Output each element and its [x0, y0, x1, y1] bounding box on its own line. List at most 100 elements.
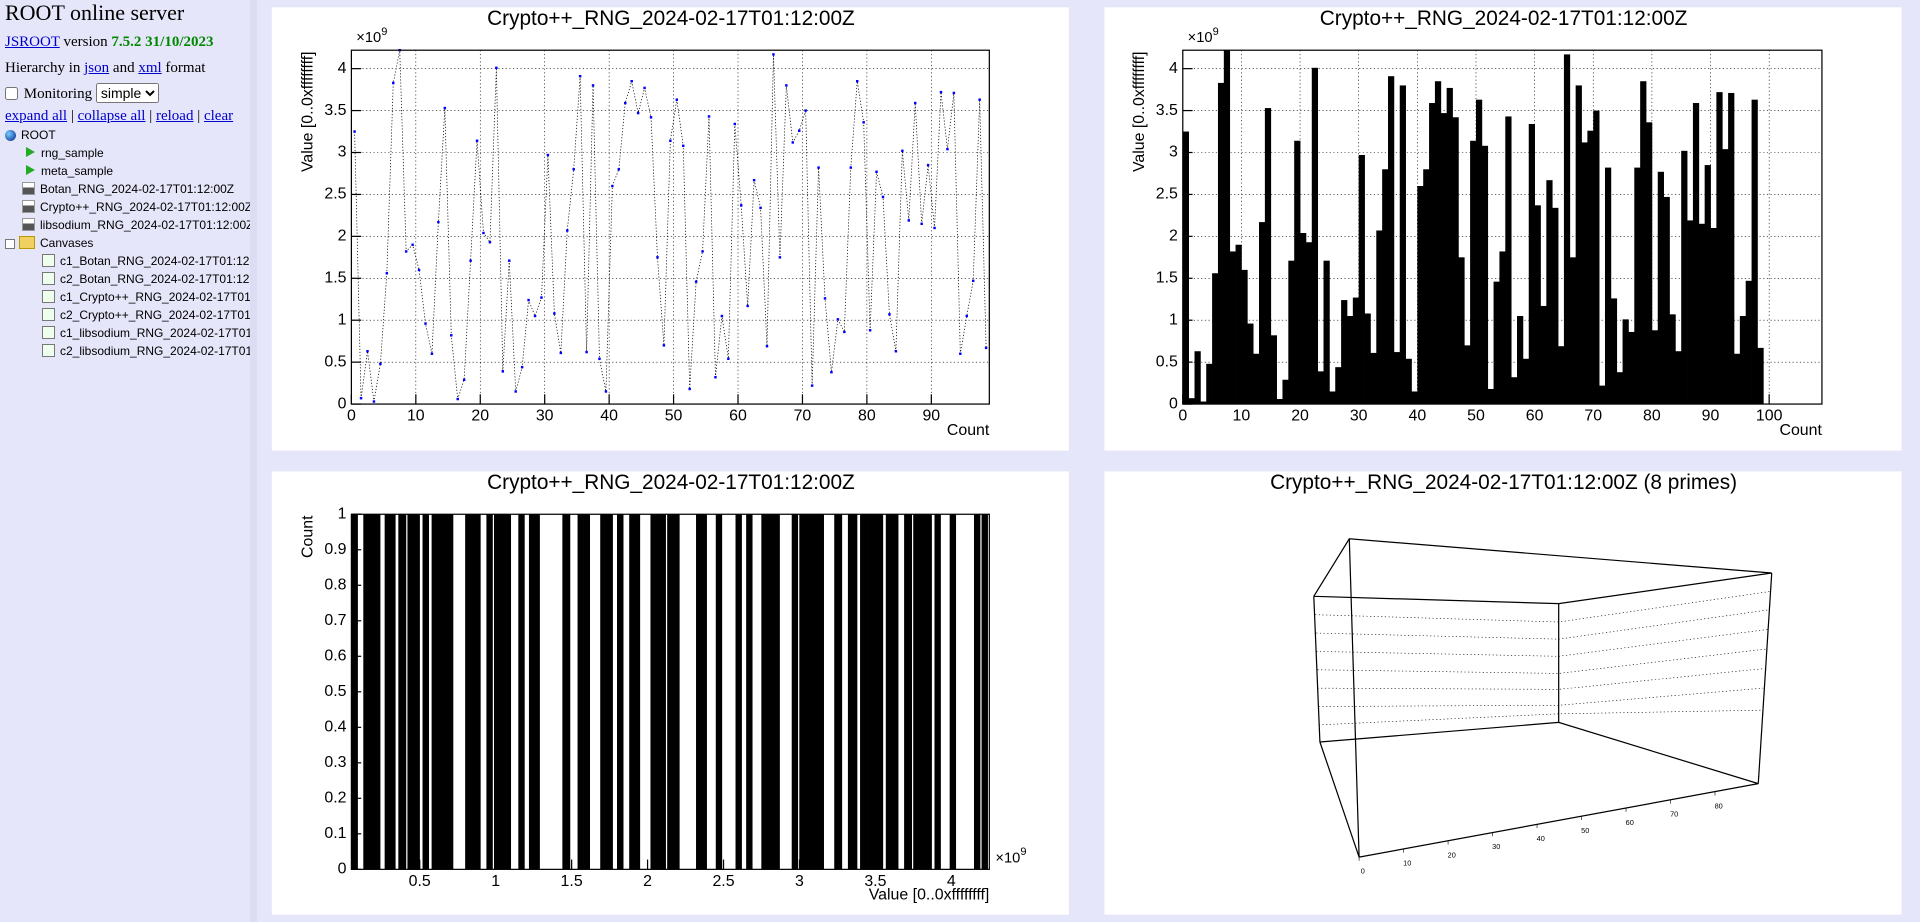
y-tick-label: 0.8 — [324, 576, 346, 593]
bar — [1206, 363, 1213, 405]
bar — [1217, 82, 1225, 405]
tree-item[interactable]: c2_Crypto++_RNG_2024-02-17T01:12:00Z — [42, 308, 250, 322]
xml-link[interactable]: xml — [138, 60, 162, 76]
bar — [1698, 223, 1706, 405]
expand-all[interactable]: expand all — [5, 108, 68, 124]
bar — [1358, 155, 1365, 405]
monitoring-checkbox[interactable] — [5, 87, 18, 100]
bar — [1440, 113, 1448, 405]
bar — [746, 514, 753, 870]
bar — [351, 514, 358, 870]
bar — [1282, 379, 1289, 405]
bar — [1317, 371, 1324, 405]
bar — [700, 514, 707, 870]
version-label: version — [63, 34, 108, 50]
data-point — [456, 397, 459, 401]
bar — [1405, 358, 1412, 405]
json-link[interactable]: json — [84, 60, 110, 76]
y-tick-label: 3 — [338, 144, 347, 161]
bar — [1534, 205, 1541, 405]
monitoring-select[interactable]: simple — [95, 83, 159, 103]
plot-frame — [350, 513, 990, 870]
data-point — [514, 390, 517, 393]
y-tick-label: 0 — [338, 861, 347, 878]
bar — [1335, 367, 1342, 405]
tree-item[interactable]: rng_sample — [26, 146, 104, 160]
data-point — [855, 80, 859, 83]
data-point — [392, 81, 395, 85]
tree-item[interactable]: Canvases — [5, 236, 93, 250]
tree-item[interactable]: c2_Botan_RNG_2024-02-17T01:12:00Z — [42, 272, 250, 286]
y-tick-label: 0.5 — [324, 353, 346, 370]
bar — [531, 514, 539, 870]
bar — [518, 514, 525, 870]
bar — [650, 514, 657, 870]
data-point — [682, 144, 685, 148]
bar — [600, 514, 607, 870]
collapse-all[interactable]: collapse all — [77, 108, 146, 124]
bar — [867, 514, 875, 870]
data-point — [823, 297, 827, 300]
x-tick-label: 80 — [858, 408, 876, 425]
data-point — [430, 352, 434, 355]
data-point — [636, 111, 640, 115]
x-tick-label: 3 — [795, 873, 804, 890]
data-point — [939, 90, 943, 94]
tree-item[interactable]: libsodium_RNG_2024-02-17T01:12:00Z — [22, 218, 250, 232]
bar — [925, 514, 932, 870]
bar — [384, 514, 392, 870]
reload[interactable]: reload — [155, 108, 194, 124]
axis-exponent: ×109 — [1188, 26, 1219, 46]
tree-item[interactable]: Botan_RNG_2024-02-17T01:12:00Z — [22, 182, 234, 196]
bar — [1288, 260, 1295, 405]
bar — [655, 514, 662, 870]
x-tick-label: 2 — [643, 873, 652, 890]
x-tick-label: 20 — [471, 408, 489, 425]
y-tick-label: 3.5 — [324, 102, 346, 119]
tree-item[interactable]: ROOT — [5, 128, 56, 142]
y-tick-label: 0.5 — [1156, 353, 1178, 370]
bar — [1646, 122, 1653, 405]
data-point — [830, 370, 833, 374]
bar — [1182, 131, 1190, 405]
plot-area — [1182, 50, 1822, 405]
data-point — [694, 280, 698, 283]
data-point — [482, 231, 485, 235]
tree-label: Botan_RNG_2024-02-17T01:12:00Z — [40, 182, 235, 196]
jsroot-link[interactable]: JSROOT — [5, 34, 60, 50]
tree-item[interactable]: c1_libsodium_RNG_2024-02-17T01:12:00Z — [42, 326, 250, 340]
x-tick-label: 60 — [729, 408, 747, 425]
version-row: JSROOT version 7.5.2 31/10/2023 — [5, 34, 214, 51]
tree-item[interactable]: c1_Botan_RNG_2024-02-17T01:12:00Z — [42, 254, 250, 268]
bar — [1329, 391, 1336, 405]
clear[interactable]: clear — [203, 108, 234, 124]
panel — [1104, 471, 1902, 915]
bar — [494, 514, 501, 870]
bar — [1429, 103, 1436, 405]
x-axis-label: Count — [1779, 422, 1822, 439]
tree-item[interactable]: c1_Crypto++_RNG_2024-02-17T01:12:00Z — [42, 290, 250, 304]
bar — [413, 514, 420, 870]
data-point — [353, 130, 356, 133]
bar — [1616, 372, 1623, 405]
bar — [422, 514, 430, 870]
chart-title: Crypto++_RNG_2024-02-17T01:12:00Z — [1320, 7, 1688, 30]
tree-item[interactable]: meta_sample — [26, 164, 113, 178]
tree-item[interactable]: c2_libsodium_RNG_2024-02-17T01:12:00Z — [42, 344, 250, 358]
x-tick-label: 20 — [1448, 850, 1456, 859]
tree-item[interactable]: Crypto++_RNG_2024-02-17T01:12:00Z — [22, 200, 250, 214]
y-tick-label: 2 — [1169, 228, 1178, 245]
bar — [768, 514, 776, 870]
data-point — [752, 178, 756, 182]
bar — [885, 514, 893, 870]
bar — [1499, 251, 1506, 405]
tree-label: c1_Crypto++_RNG_2024-02-17T01:12:00Z — [60, 290, 250, 304]
tree-label: c2_Botan_RNG_2024-02-17T01:12:00Z — [60, 272, 250, 286]
x-tick-label: 60 — [1526, 408, 1544, 425]
bar — [1716, 92, 1723, 405]
x-tick-label: 1.5 — [561, 873, 583, 890]
bar — [1458, 257, 1465, 405]
bar — [1511, 377, 1518, 405]
bar — [486, 514, 493, 870]
bar — [1558, 346, 1565, 405]
